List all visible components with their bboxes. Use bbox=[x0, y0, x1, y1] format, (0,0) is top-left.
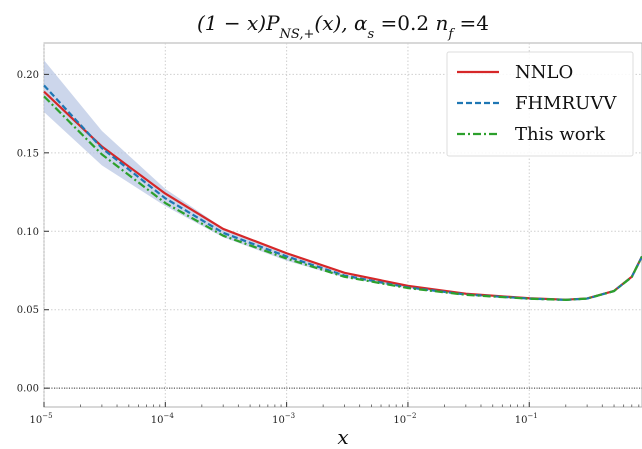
legend: NNLO FHMRUVV This work bbox=[446, 51, 634, 157]
series-line-this-work bbox=[43, 95, 642, 301]
x-tick-label: 10−3 bbox=[272, 412, 295, 426]
legend-label: NNLO bbox=[515, 62, 573, 83]
chart-title-sub: s bbox=[368, 27, 375, 42]
x-tick-label: 10−1 bbox=[515, 412, 538, 426]
chart-title-part: n bbox=[435, 11, 448, 35]
chart-title-part: =0.2 bbox=[374, 11, 435, 35]
y-tick-label: 0.20 bbox=[17, 70, 39, 81]
chart-title-part: =4 bbox=[453, 11, 489, 35]
legend-items: NNLO FHMRUVV This work bbox=[457, 62, 617, 145]
y-tick-label: 0.05 bbox=[17, 305, 39, 316]
tick-labels: 10−5 10−4 10−3 10−2 10−1 0.00 0.05 0.10 0.15 0.20 bbox=[17, 70, 538, 426]
legend-label: This work bbox=[515, 124, 606, 145]
chart-title-part: (x), α bbox=[314, 11, 368, 35]
y-tick-label: 0.00 bbox=[17, 384, 39, 395]
legend-box bbox=[446, 51, 634, 157]
y-tick-label: 0.10 bbox=[17, 227, 39, 238]
legend-label: FHMRUVV bbox=[515, 93, 617, 114]
ticks-layer bbox=[43, 73, 640, 407]
series-line-nnlo bbox=[43, 90, 642, 301]
series-layer bbox=[43, 84, 642, 301]
x-tick-label: 10−2 bbox=[393, 412, 416, 426]
x-tick-label: 10−4 bbox=[151, 412, 175, 426]
chart-title: (1 − x)PNS,+(x), αs =0.2 nf =4 bbox=[197, 11, 489, 42]
chart-title-sub: NS,+ bbox=[279, 27, 315, 42]
x-axis-label: x bbox=[337, 425, 348, 449]
chart-title-sub: f bbox=[447, 27, 455, 42]
chart-title-part: (1 − x)P bbox=[197, 11, 280, 35]
x-tick-label: 10−5 bbox=[29, 412, 52, 426]
y-tick-label: 0.15 bbox=[17, 148, 39, 159]
